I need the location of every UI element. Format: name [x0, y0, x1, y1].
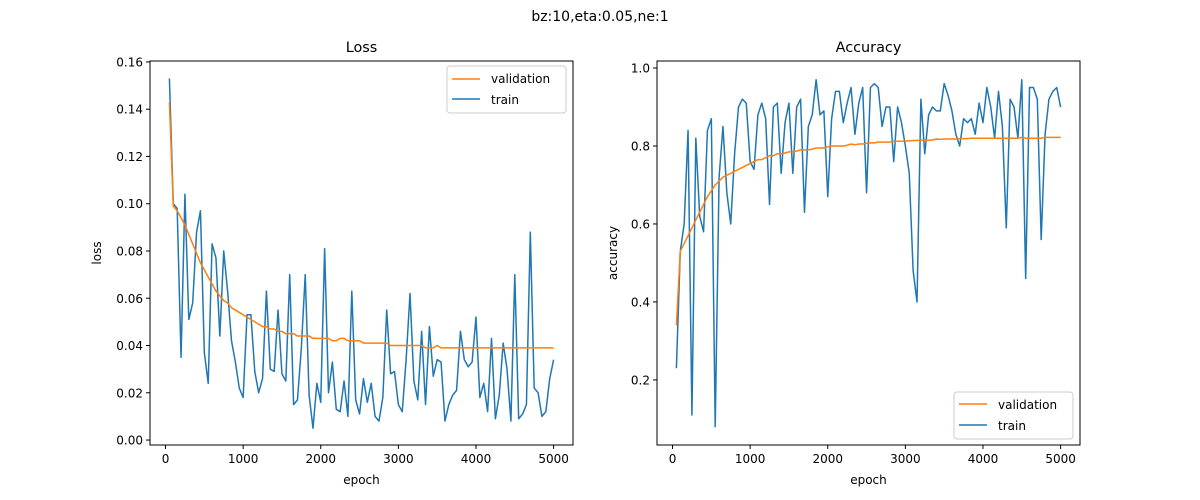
accuracy-x-axis-label: epoch	[850, 473, 887, 487]
accuracy-validation-line	[675, 136, 1061, 326]
loss-legend: validation train	[446, 65, 567, 114]
loss-legend-train-label: train	[491, 93, 519, 107]
loss-x-tick-label: 3000	[383, 452, 414, 466]
accuracy-axes-frame	[656, 60, 1081, 446]
loss-y-tick-label: 0.10	[116, 197, 143, 211]
accuracy-y-tick-label: 0.8	[631, 139, 650, 153]
loss-validation-line	[168, 102, 554, 349]
loss-y-tick-label: 0.14	[116, 103, 143, 117]
accuracy-x-tick-label: 3000	[890, 452, 921, 466]
accuracy-x-tick-label: 1000	[735, 452, 766, 466]
loss-x-tick-label: 0	[162, 452, 170, 466]
accuracy-legend: validation train	[953, 391, 1074, 440]
accuracy-legend-train-label: train	[998, 419, 1026, 433]
loss-x-tick-label: 5000	[538, 452, 569, 466]
loss-x-axis-label: epoch	[343, 473, 380, 487]
loss-chart: Loss 0 1000 2000 3000 4000 5000 0.00 0.02 0.04 0…	[90, 40, 574, 487]
loss-x-tick-label: 2000	[305, 452, 336, 466]
accuracy-x-tick-label: 0	[669, 452, 677, 466]
loss-y-tick-label: 0.00	[116, 434, 143, 448]
accuracy-y-tick-label: 0.2	[631, 373, 650, 387]
loss-y-tick-label: 0.06	[116, 292, 143, 306]
accuracy-chart-title: Accuracy	[836, 40, 902, 56]
loss-axes-frame	[149, 60, 574, 446]
accuracy-chart: Accuracy 0 1000 2000 3000 4000 5000 0.2 0.4 0.6…	[606, 40, 1081, 487]
accuracy-x-tick-label: 2000	[812, 452, 843, 466]
accuracy-x-tick-label: 4000	[968, 452, 999, 466]
loss-y-tick-label: 0.16	[116, 55, 143, 69]
loss-legend-box	[446, 65, 567, 114]
loss-y-tick-label: 0.12	[116, 150, 143, 164]
loss-y-axis-label: loss	[90, 241, 104, 264]
figure-suptitle: bz:10,eta:0.05,ne:1	[531, 9, 668, 25]
accuracy-y-tick-label: 1.0	[631, 62, 650, 76]
loss-legend-validation-label: validation	[491, 72, 550, 86]
accuracy-legend-validation-label: validation	[998, 398, 1057, 412]
accuracy-y-axis-label: accuracy	[606, 226, 620, 280]
loss-y-tick-label: 0.08	[116, 244, 143, 258]
loss-chart-title: Loss	[346, 40, 378, 56]
loss-x-tick-label: 4000	[461, 452, 492, 466]
loss-y-tick-label: 0.02	[116, 386, 143, 400]
accuracy-train-line	[675, 78, 1062, 428]
accuracy-y-tick-label: 0.6	[631, 217, 650, 231]
loss-x-tick-label: 1000	[228, 452, 259, 466]
accuracy-y-tick-label: 0.4	[631, 295, 650, 309]
accuracy-x-tick-label: 5000	[1045, 452, 1076, 466]
loss-y-tick-label: 0.04	[116, 339, 143, 353]
loss-train-line	[168, 78, 555, 429]
